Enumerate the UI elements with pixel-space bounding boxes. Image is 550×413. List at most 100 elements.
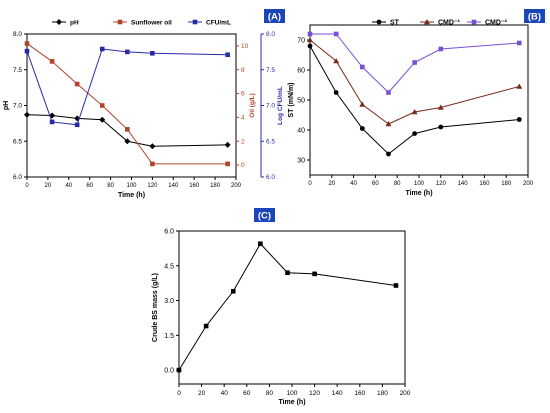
- panel-a-left-tick-label: 8.0: [13, 31, 22, 38]
- panel-c-data-point: [312, 271, 317, 277]
- panel-b-data-point: [412, 60, 417, 65]
- panel-a-label: (A): [264, 9, 285, 23]
- panel-a-label-text: (A): [268, 12, 281, 23]
- panel-c-data-point: [285, 270, 290, 276]
- panel-a-oil-tick-label: 10: [241, 43, 249, 50]
- panel-a-cfu-tick-label: 6.0: [266, 174, 275, 181]
- panel-b-data-point: [438, 124, 444, 130]
- panel-b-x-tick-label: 20: [328, 181, 335, 187]
- panel-a-oil-tick-label: 4: [241, 114, 245, 121]
- panel-b-data-point: [307, 31, 313, 37]
- panel-b-frame: [309, 24, 529, 176]
- panel-a-x-tick-label: 20: [45, 183, 52, 189]
- panel-c-frame: [178, 230, 406, 385]
- panel-b-x-tick-label: 120: [436, 181, 447, 187]
- panel-c: 0 20 40 60 80 100 120 140 160 180 200 Time (h) 0.0 1.…: [152, 229, 411, 407]
- panel-c-x-tick-label: 180: [377, 390, 388, 397]
- panel-c-label-box: [254, 208, 275, 222]
- panel-b-data-point: [516, 40, 522, 46]
- panel-c-x-tick-label: 160: [354, 390, 365, 397]
- panel-a-oil-axis-title: Oil (g/L): [249, 93, 256, 118]
- panel-a-data-point: [74, 81, 80, 87]
- panel-a-left-tick-label: 6.5: [13, 138, 22, 145]
- panel-c-x-axis-title: Time (h): [278, 399, 305, 406]
- panel-b-data-point: [333, 58, 340, 64]
- panel-a-left-tick-label: 7.0: [13, 103, 22, 110]
- panel-a-left-tick-label: 6.0: [13, 174, 22, 181]
- panel-a-legend-label: CFU/mL: [206, 20, 231, 27]
- panel-b-legend-marker: [471, 19, 477, 25]
- panel-a-legend-marker: [56, 19, 62, 25]
- panel-a-data-point: [225, 52, 230, 58]
- panel-c-x-tick-label: 40: [221, 390, 229, 397]
- panel-a-legend-label: Sunflower oil: [131, 20, 172, 27]
- panel-b-x-tick-label: 60: [372, 181, 379, 187]
- panel-b-legend-label: CMD⁻¹: [438, 20, 461, 27]
- panel-a-label-box: [264, 9, 285, 23]
- panel-a-data-point: [149, 143, 156, 150]
- panel-a-legend-label: pH: [70, 20, 79, 27]
- panel-c-x-tick-label: 80: [266, 390, 274, 397]
- panel-a-data-point: [224, 141, 231, 148]
- panel-a-left-tick-label: 7.5: [13, 67, 22, 74]
- panel-a-legend-marker: [117, 19, 123, 25]
- panel-b-x-tick-label: 140: [458, 181, 469, 187]
- panel-b-legend-label: CMD⁻²: [485, 20, 508, 27]
- panel-a-data-point: [99, 116, 106, 123]
- panel-b-x-tick-label: 160: [479, 181, 490, 187]
- panel-b: 0 20 40 60 80 100 120 140 160 180 200 Time (h) 30 40 5…: [288, 19, 534, 197]
- panel-a-data-point: [150, 51, 155, 56]
- panel-c-x-tick-label: 20: [198, 390, 206, 397]
- panel-b-data-point: [333, 31, 339, 37]
- panel-b-data-point: [516, 117, 522, 122]
- panel-b-data-point: [385, 121, 392, 127]
- panel-a-x-tick-label: 40: [65, 183, 72, 189]
- panel-b-data-point: [360, 64, 365, 70]
- panel-a-data-point: [24, 41, 30, 46]
- panel-a-data-point: [124, 138, 131, 145]
- panel-c-x-tick-label: 120: [309, 390, 320, 397]
- panel-a-legend-marker: [192, 19, 198, 25]
- panel-c-x-tick-label: 0: [177, 390, 181, 397]
- panel-a-x-tick-label: 160: [189, 183, 200, 189]
- panel-b-y-tick-label: 60: [297, 68, 305, 75]
- panel-a-x-tick-label: 120: [147, 183, 158, 189]
- panel-a-x-tick-label: 0: [25, 183, 29, 189]
- panel-b-data-point: [359, 101, 366, 107]
- panel-c-y-axis-title: Crude BS mass (g/L): [152, 273, 159, 342]
- panel-b-x-axis-title: Time (h): [405, 190, 432, 197]
- panel-c-y-tick-label: 0.0: [164, 368, 174, 375]
- panel-c-x-tick-label: 140: [332, 390, 343, 397]
- panel-c-x-tick-label: 200: [400, 390, 411, 397]
- panel-b-legend-label: ST: [390, 20, 400, 27]
- panel-b-x-tick-label: 0: [308, 181, 312, 187]
- panel-b-data-point: [307, 43, 313, 49]
- panel-a-data-point: [125, 127, 130, 132]
- panel-b-data-point: [307, 37, 313, 43]
- panel-c-data-point: [176, 367, 182, 373]
- panel-c-data-point: [258, 241, 263, 247]
- panel-b-y-tick-label: 70: [297, 38, 305, 45]
- panel-a-x-tick-label: 80: [107, 183, 114, 189]
- panel-a-cfu-tick-label: 6.5: [266, 138, 275, 145]
- panel-b-data-point: [386, 151, 391, 157]
- panel-a-data-point: [49, 119, 55, 125]
- panel-a-left-axis-title: pH: [3, 101, 10, 110]
- panel-b-label-text: (B): [528, 12, 541, 23]
- panel-a-data-point: [24, 111, 30, 118]
- panel-b-x-tick-label: 180: [501, 181, 512, 187]
- panel-c-data-point: [230, 288, 236, 294]
- panel-c-y-tick-label: 3.0: [164, 298, 174, 305]
- panel-a-x-axis-title: Time (h): [118, 192, 145, 199]
- panel-b-data-point: [438, 46, 444, 52]
- panel-a-x-tick-label: 100: [126, 183, 137, 189]
- panel-a-cfu-tick-label: 7.0: [266, 103, 275, 110]
- panel-a-cfu-axis-title: Log CFU/mL: [277, 86, 284, 125]
- panel-b-y-tick-label: 30: [297, 158, 305, 165]
- panel-c-y-tick-label: 6.0: [164, 229, 174, 236]
- panel-b-x-tick-label: 100: [414, 181, 425, 187]
- panel-c-y-tick-label: 1.5: [164, 333, 174, 340]
- panel-a-data-point: [24, 48, 30, 54]
